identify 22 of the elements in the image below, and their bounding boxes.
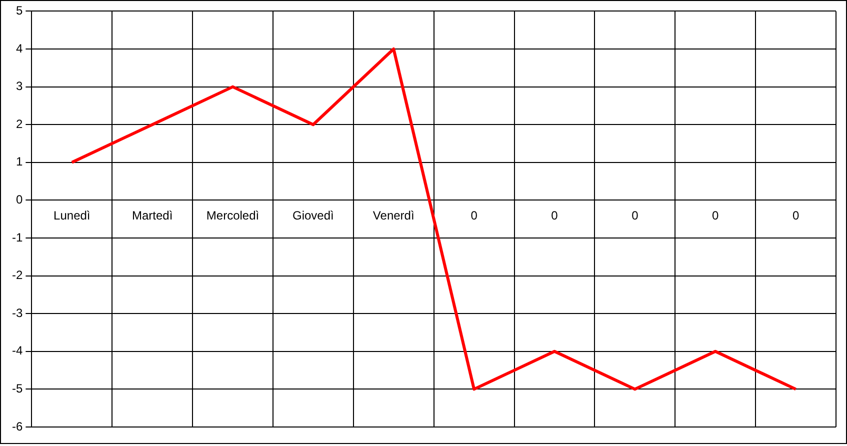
x-tick-label: Lunedì [54, 208, 90, 223]
y-tick-label: 0 [16, 192, 23, 207]
x-tick-label: 0 [792, 208, 800, 223]
x-tick-label: Martedì [132, 208, 173, 223]
x-tick-label: Mercoledì [206, 208, 260, 223]
y-tick-label: -1 [12, 230, 23, 244]
y-tick-label: -2 [12, 268, 23, 282]
y-tick-label: 1 [16, 154, 23, 169]
y-tick-label: -5 [12, 382, 23, 396]
y-tick-label: -6 [12, 419, 23, 434]
y-tick-label: 4 [16, 41, 23, 56]
x-tick-label: 0 [470, 208, 478, 223]
x-tick-label: Giovedì [292, 208, 334, 223]
x-tick-label: Venerdì [372, 208, 414, 223]
y-tick-label: -3 [12, 306, 23, 320]
y-tick-label: 5 [16, 4, 23, 18]
x-tick-label: 0 [551, 208, 558, 223]
y-tick-label: 2 [16, 116, 23, 131]
y-tick-label: -4 [12, 344, 23, 358]
x-tick-label: 0 [632, 208, 639, 223]
y-tick-label: 3 [16, 79, 23, 94]
x-tick-label: 0 [712, 208, 720, 223]
